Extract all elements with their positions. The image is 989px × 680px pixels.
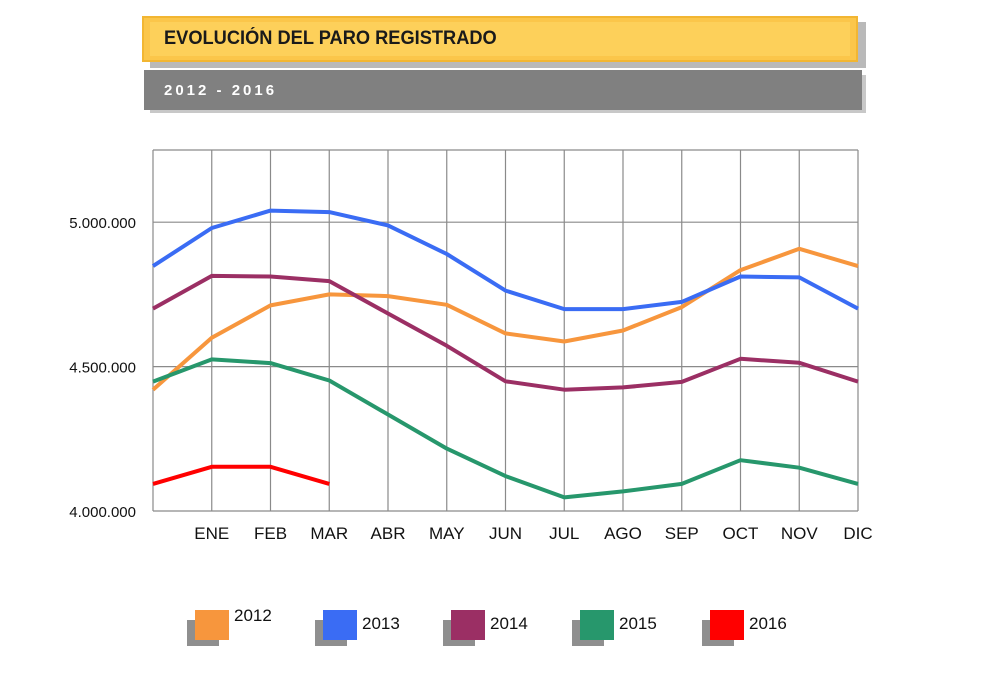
legend-swatch-2015 <box>580 610 614 640</box>
series-line-2016 <box>152 464 330 486</box>
x-tick-label: FEB <box>254 524 287 543</box>
x-tick-label: JUN <box>489 524 522 543</box>
series-lines <box>151 208 859 500</box>
title-banner: EVOLUCIÓN DEL PARO REGISTRADO <box>142 16 858 62</box>
x-tick-label: MAY <box>429 524 465 543</box>
legend-label-2015: 2015 <box>619 614 657 633</box>
y-tick-label: 5.000.000 <box>69 215 136 232</box>
series-line-2014 <box>152 273 859 392</box>
x-tick-label: NOV <box>781 524 819 543</box>
series-line-2012 <box>151 246 859 392</box>
x-tick-label: ABR <box>371 524 406 543</box>
legend-swatch-2013 <box>323 610 357 640</box>
x-tick-label: SEP <box>665 524 699 543</box>
x-axis-ticks: ENE FEB MAR ABR MAY JUN JUL AGO SEP OCT … <box>194 524 872 543</box>
y-tick-label: 4.500.000 <box>69 360 136 377</box>
legend-swatch-2012 <box>195 610 229 640</box>
x-tick-label: MAR <box>310 524 348 543</box>
title-banner-inner: EVOLUCIÓN DEL PARO REGISTRADO <box>150 22 850 56</box>
chart-subtitle: 2012 - 2016 <box>164 81 278 99</box>
chart-title: EVOLUCIÓN DEL PARO REGISTRADO <box>164 28 497 49</box>
legend-swatch-2014 <box>451 610 485 640</box>
legend-label-2012: 2012 <box>234 606 272 625</box>
legend-swatch-2016 <box>710 610 744 640</box>
x-tick-label: ENE <box>194 524 229 543</box>
chart-legend: 2012 2013 2014 2015 2016 <box>0 606 989 656</box>
legend-label-2014: 2014 <box>490 614 528 633</box>
series-line-2015 <box>152 357 859 500</box>
x-tick-label: JUL <box>549 524 579 543</box>
y-axis-ticks: 5.000.000 4.500.000 4.000.000 <box>69 215 136 521</box>
subtitle-banner: 2012 - 2016 <box>144 70 862 110</box>
series-line-2013 <box>151 208 859 312</box>
x-tick-label: DIC <box>843 524 872 543</box>
legend-label-2016: 2016 <box>749 614 787 633</box>
legend-label-2013: 2013 <box>362 614 400 633</box>
chart-grid <box>152 149 859 512</box>
x-tick-label: AGO <box>604 524 642 543</box>
x-tick-label: OCT <box>723 524 759 543</box>
y-tick-label: 4.000.000 <box>69 504 136 521</box>
